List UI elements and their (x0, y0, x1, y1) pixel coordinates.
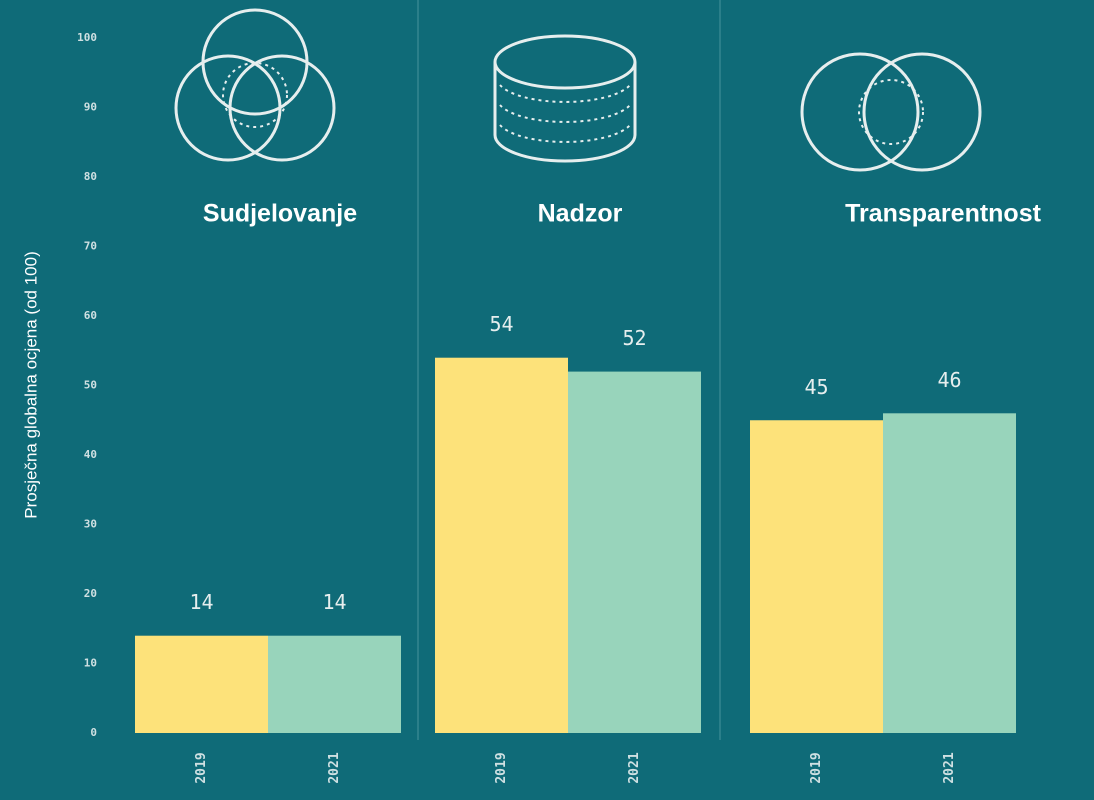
bar (135, 635, 268, 733)
y-tick-label: 0 (90, 726, 97, 739)
y-axis-label: Prosječna globalna ocjena (od 100) (21, 251, 40, 518)
category-label: Nadzor (538, 200, 623, 228)
y-tick-label: 30 (84, 518, 97, 531)
x-tick-label: 2019 (809, 752, 824, 783)
value-label: 14 (322, 590, 346, 614)
x-tick-label: 2021 (327, 752, 342, 783)
x-tick-label: 2021 (942, 752, 957, 783)
bar (750, 420, 883, 733)
value-label: 46 (937, 368, 961, 392)
y-tick-label: 40 (84, 448, 97, 461)
bar (568, 371, 701, 733)
bar (435, 357, 568, 733)
y-tick-label: 70 (84, 240, 97, 253)
y-tick-label: 90 (84, 101, 97, 114)
x-tick-label: 2019 (494, 752, 509, 783)
category-label: Sudjelovanje (203, 200, 357, 228)
bar (883, 413, 1016, 733)
y-tick-label: 50 (84, 379, 97, 392)
y-tick-label: 60 (84, 309, 97, 322)
value-label: 52 (622, 326, 646, 350)
category-label: Transparentnost (845, 200, 1042, 228)
value-label: 45 (804, 375, 828, 399)
x-tick-label: 2021 (627, 752, 642, 783)
y-tick-label: 10 (84, 657, 97, 670)
x-tick-label: 2019 (194, 752, 209, 783)
y-tick-label: 80 (84, 170, 97, 183)
y-tick-label: 20 (84, 587, 97, 600)
y-tick-label: 100 (77, 31, 97, 44)
value-label: 54 (489, 312, 513, 336)
icon-venn-two (800, 52, 982, 172)
value-label: 14 (189, 590, 213, 614)
icon-database (493, 34, 637, 163)
bar (268, 635, 401, 733)
icon-venn-three (174, 8, 336, 162)
